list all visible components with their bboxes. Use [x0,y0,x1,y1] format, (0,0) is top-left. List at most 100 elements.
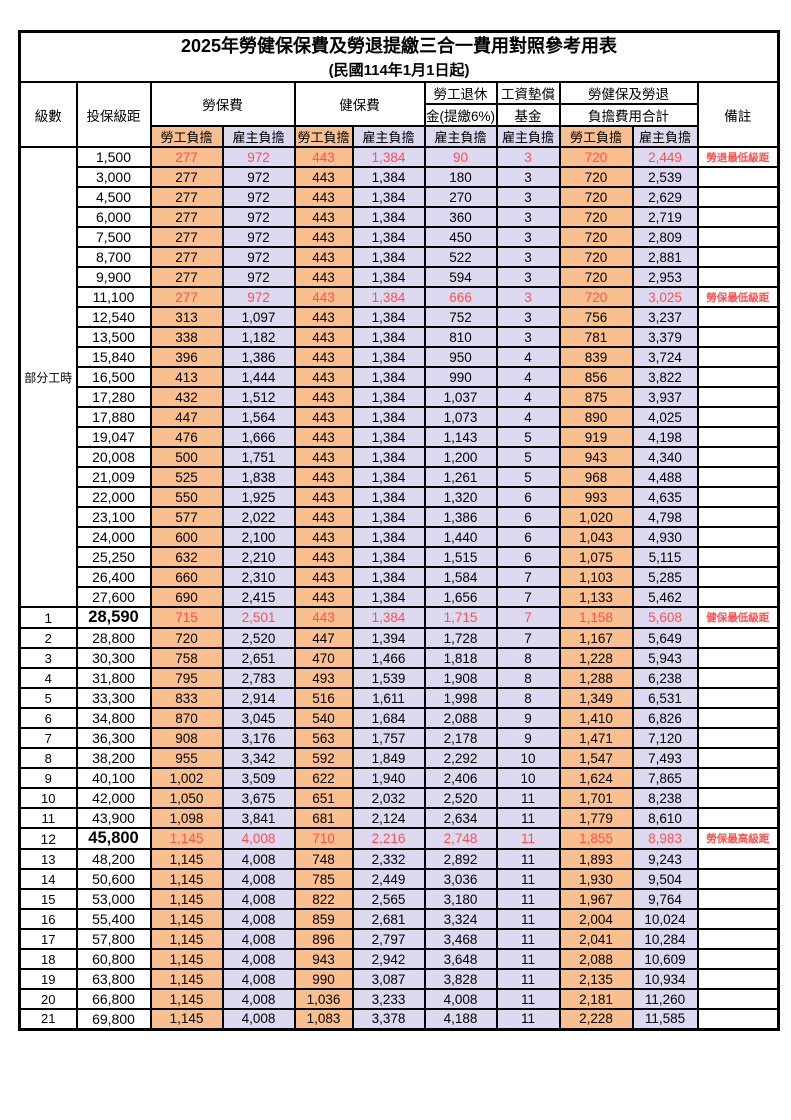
value-cell: 822 [293,888,354,910]
value-cell: 1,384 [351,606,426,629]
value-cell: 950 [423,346,498,368]
value-cell: 3,025 [631,286,699,308]
value-cell: 752 [423,306,498,328]
value-cell: 1,751 [221,446,296,468]
bracket-cell: 42,000 [75,787,152,809]
note-cell [696,687,780,709]
value-cell: 4,930 [631,526,699,548]
bracket-cell: 48,200 [75,848,152,870]
value-cell: 9,764 [631,888,699,910]
value-cell: 1,384 [351,286,426,308]
value-cell: 11 [495,848,561,870]
note-cell [696,226,780,248]
table-row: 19 63,800 1,145 4,008 990 3,087 3,828 11 2,135 10… [18,968,780,990]
value-cell: 720 [558,246,634,268]
value-cell: 720 [558,286,634,308]
bracket-cell: 33,300 [75,687,152,709]
value-cell: 1,103 [558,566,634,588]
table-row: 1 28,590 715 2,501 443 1,384 1,715 7 1,158 5,608 健… [18,606,780,629]
value-cell: 8,983 [631,827,699,850]
value-cell: 4,198 [631,426,699,448]
value-cell: 1,838 [221,466,296,488]
header-row-groups-2: 金(提繳6%) 基金 負擔費用合計 [20,103,779,127]
value-cell: 3 [495,266,561,288]
value-cell: 2,088 [423,707,498,729]
value-cell: 11 [495,827,561,850]
value-cell: 2,953 [631,266,699,288]
value-cell: 180 [423,166,498,188]
value-cell: 1,564 [221,406,296,428]
level-cell: 16 [18,908,78,930]
value-cell: 313 [149,306,224,328]
level-cell: 20 [18,988,78,1010]
value-cell: 443 [293,386,354,408]
note-cell: 勞退最低級距 [696,146,780,168]
subheader-labor-worker: 勞工負擔 [149,125,224,148]
level-cell: 18 [18,948,78,970]
value-cell: 10 [495,767,561,789]
level-cell: 19 [18,968,78,990]
note-cell [696,246,780,268]
value-cell: 710 [293,827,354,850]
table-row: 14 50,600 1,145 4,008 785 2,449 3,036 11 1,930 9,… [18,868,780,890]
value-cell: 5 [495,466,561,488]
value-cell: 2,449 [351,868,426,890]
value-cell: 10,609 [631,948,699,970]
value-cell: 968 [558,466,634,488]
value-cell: 563 [293,727,354,749]
value-cell: 1,512 [221,386,296,408]
value-cell: 432 [149,386,224,408]
value-cell: 7,120 [631,727,699,749]
value-cell: 972 [221,186,296,208]
header-level: 級數 [18,81,78,148]
value-cell: 2,032 [351,787,426,809]
value-cell: 4,008 [221,848,296,870]
value-cell: 577 [149,506,224,528]
value-cell: 1,384 [351,386,426,408]
value-cell: 2,415 [221,586,296,608]
value-cell: 1,145 [149,868,224,890]
value-cell: 1,073 [423,406,498,428]
level-cell: 5 [18,687,78,709]
header-pension-line2: 金(提繳6%) [423,103,498,127]
value-cell: 651 [293,787,354,809]
page-subtitle: (民國114年1月1日起) [328,62,470,79]
value-cell: 5,115 [631,546,699,568]
value-cell: 443 [293,346,354,368]
value-cell: 1,145 [149,928,224,950]
value-cell: 1,145 [149,948,224,970]
subheader-health-employer: 雇主負擔 [351,125,426,148]
value-cell: 443 [293,586,354,608]
value-cell: 550 [149,486,224,508]
value-cell: 1,466 [351,647,426,669]
value-cell: 1,728 [423,627,498,649]
value-cell: 1,515 [423,546,498,568]
table-row: 20,008 500 1,751 443 1,384 1,200 5 943 4,340 [20,446,780,468]
value-cell: 1,930 [558,868,634,890]
value-cell: 277 [149,226,224,248]
table-row: 3,000 277 972 443 1,384 180 3 720 2,539 [20,166,780,188]
level-cell: 4 [18,667,78,689]
value-cell: 277 [149,246,224,268]
value-cell: 720 [558,166,634,188]
header-wage-fund-line1: 工資墊償 [495,81,561,105]
value-cell: 1,757 [351,727,426,749]
table-row: 19,047 476 1,666 443 1,384 1,143 5 919 4,198 [20,426,780,448]
level-cell: 17 [18,928,78,950]
value-cell: 1,143 [423,426,498,448]
value-cell: 540 [293,707,354,729]
value-cell: 1,940 [351,767,426,789]
bracket-cell: 22,000 [75,486,152,508]
value-cell: 443 [293,526,354,548]
value-cell: 3,378 [351,1008,426,1030]
table-body: 部分工時 1,500 277 972 443 1,384 90 3 720 2,449 勞退最低級距… [18,146,780,1030]
header-row-subs: 勞工負擔 雇主負擔 勞工負擔 雇主負擔 雇主負擔 雇主負擔 勞工負擔 雇主負擔 [20,125,779,148]
value-cell: 1,158 [558,606,634,629]
value-cell: 592 [293,747,354,769]
value-cell: 6,531 [631,687,699,709]
value-cell: 720 [558,146,634,168]
bracket-cell: 57,800 [75,928,152,950]
value-cell: 2,942 [351,948,426,970]
note-cell [696,266,780,288]
value-cell: 4,008 [221,928,296,950]
